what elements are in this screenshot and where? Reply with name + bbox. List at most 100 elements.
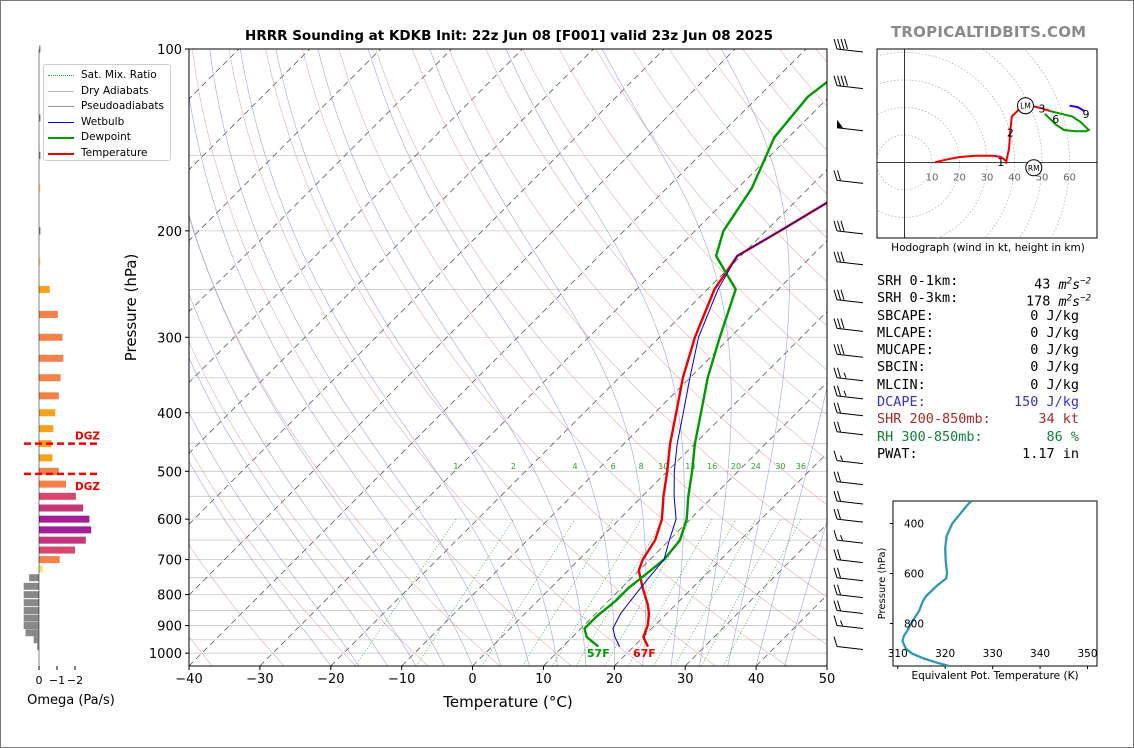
wind-barb bbox=[833, 220, 864, 235]
y-tick-label: 400 bbox=[157, 407, 182, 422]
stat-value: 34 kt bbox=[1038, 411, 1079, 428]
dry-adiabat-line bbox=[338, 49, 827, 645]
omega-bar bbox=[23, 614, 39, 622]
hodograph-ring-label: 10 bbox=[926, 172, 939, 183]
stat-value: 86 % bbox=[1046, 428, 1079, 445]
dry-adiabat-line bbox=[189, 216, 500, 666]
hodograph-ring-label: 50 bbox=[1036, 172, 1049, 183]
moist-adiabat-line bbox=[505, 49, 685, 666]
isotherm-line bbox=[684, 523, 827, 666]
omega-bar bbox=[39, 467, 59, 475]
omega-bar bbox=[39, 354, 64, 362]
omega-bar bbox=[33, 636, 39, 644]
omega-bar bbox=[39, 526, 92, 534]
hodograph-frame bbox=[876, 48, 1098, 239]
theta-e-x-label: Equivalent Pot. Temperature (K) bbox=[911, 670, 1078, 682]
x-tick-label: 40 bbox=[748, 672, 765, 687]
omega-bar bbox=[37, 643, 39, 651]
skewt-frame bbox=[188, 48, 828, 667]
omega-bar bbox=[39, 151, 41, 159]
stat-value: 178 m2s−2 bbox=[1025, 293, 1091, 310]
y-tick-label: 600 bbox=[157, 513, 182, 528]
trace-wetbulb bbox=[612, 202, 827, 647]
y-tick-label: 500 bbox=[157, 465, 182, 480]
x-tick-label: −20 bbox=[317, 672, 344, 687]
omega-bar bbox=[23, 591, 39, 599]
mixing-ratio-label: 13 bbox=[685, 462, 695, 471]
stat-row: RH 300-850mb: 86 % bbox=[877, 429, 1127, 446]
wind-barb bbox=[833, 367, 864, 382]
dry-adiabat-line bbox=[189, 544, 285, 666]
wind-barb bbox=[833, 385, 864, 400]
omega-bar bbox=[39, 333, 63, 341]
moist-adiabat-line bbox=[429, 49, 647, 666]
omega-bar bbox=[23, 622, 39, 630]
wind-barb bbox=[833, 450, 864, 465]
hodograph-trace bbox=[1044, 110, 1091, 133]
moist-adiabat-line bbox=[368, 49, 615, 666]
mixing-ratio-label: 30 bbox=[775, 462, 785, 471]
legend-swatch bbox=[48, 152, 74, 155]
omega-bar bbox=[39, 504, 84, 512]
omega-tick-label: −1 bbox=[49, 674, 65, 687]
brand-logo: TROPICALTIDBITS.COM bbox=[891, 23, 1087, 41]
moist-adiabat-line bbox=[275, 49, 558, 666]
omega-bar bbox=[39, 480, 66, 488]
x-tick-label: −30 bbox=[246, 672, 273, 687]
legend-label: Pseudoadiabats bbox=[81, 100, 164, 112]
stat-label: SBCAPE: bbox=[877, 307, 934, 324]
theta-e-y-tick-label: 800 bbox=[904, 619, 924, 631]
moist-adiabat-line bbox=[601, 49, 732, 666]
moist-adiabat-line bbox=[317, 49, 587, 666]
omega-bar bbox=[39, 492, 76, 500]
hodograph-ring-label: 40 bbox=[1008, 172, 1021, 183]
mixing-ratio-label: 10 bbox=[658, 462, 668, 471]
x-tick-label: 30 bbox=[677, 672, 694, 687]
hodograph-height-label: 6 bbox=[1052, 113, 1059, 126]
moist-adiabat-line bbox=[721, 49, 790, 666]
omega-tick-label: 0 bbox=[36, 674, 43, 687]
stat-label: MLCIN: bbox=[877, 376, 926, 393]
wind-barb bbox=[833, 75, 864, 90]
stat-row: DCAPE: 150 J/kg bbox=[877, 394, 1127, 411]
mixing-ratio-line bbox=[415, 518, 514, 666]
dry-adiabat-line bbox=[595, 49, 827, 327]
omega-bar bbox=[39, 184, 41, 192]
mixing-ratio-label: 6 bbox=[611, 462, 616, 471]
theta-e-x-tick-label: 320 bbox=[935, 648, 955, 660]
moist-adiabat-line bbox=[755, 386, 827, 666]
wind-barb bbox=[833, 549, 864, 564]
stat-label: PWAT: bbox=[877, 445, 918, 462]
storm-motion-marker bbox=[1025, 159, 1043, 177]
isotherm-line bbox=[330, 169, 827, 666]
omega-bar bbox=[25, 629, 39, 637]
mixing-ratio-label: 24 bbox=[751, 462, 761, 471]
storm-motion-label: LM bbox=[1020, 102, 1031, 111]
moist-adiabat-line bbox=[189, 293, 417, 666]
stat-value: 0 J/kg bbox=[1030, 324, 1079, 341]
legend-swatch bbox=[48, 137, 74, 139]
wind-barb bbox=[833, 530, 864, 544]
y-tick-label: 1000 bbox=[149, 647, 182, 662]
legend-label: Dewpoint bbox=[81, 131, 131, 143]
stat-label: SBCIN: bbox=[877, 359, 926, 376]
omega-bar bbox=[39, 565, 43, 573]
hodograph-trace bbox=[1069, 104, 1086, 112]
theta-e-x-tick-label: 310 bbox=[888, 648, 908, 660]
legend-swatch bbox=[48, 90, 74, 92]
dry-adiabat-line bbox=[412, 49, 827, 552]
wind-barb bbox=[833, 251, 864, 266]
omega-bar bbox=[39, 392, 59, 400]
y-tick-label: 700 bbox=[157, 554, 182, 569]
x-tick-label: 20 bbox=[606, 672, 623, 687]
y-tick-label: 900 bbox=[157, 620, 182, 635]
moist-adiabat-line bbox=[209, 49, 502, 666]
trace-dewpoint bbox=[583, 80, 827, 648]
mixing-ratio-line bbox=[575, 518, 664, 666]
mixing-ratio-line bbox=[700, 519, 781, 666]
mixing-ratio-label: 8 bbox=[639, 462, 644, 471]
omega-bar bbox=[23, 582, 39, 590]
dry-adiabat-line bbox=[302, 49, 788, 666]
moist-adiabat-line bbox=[240, 49, 530, 666]
